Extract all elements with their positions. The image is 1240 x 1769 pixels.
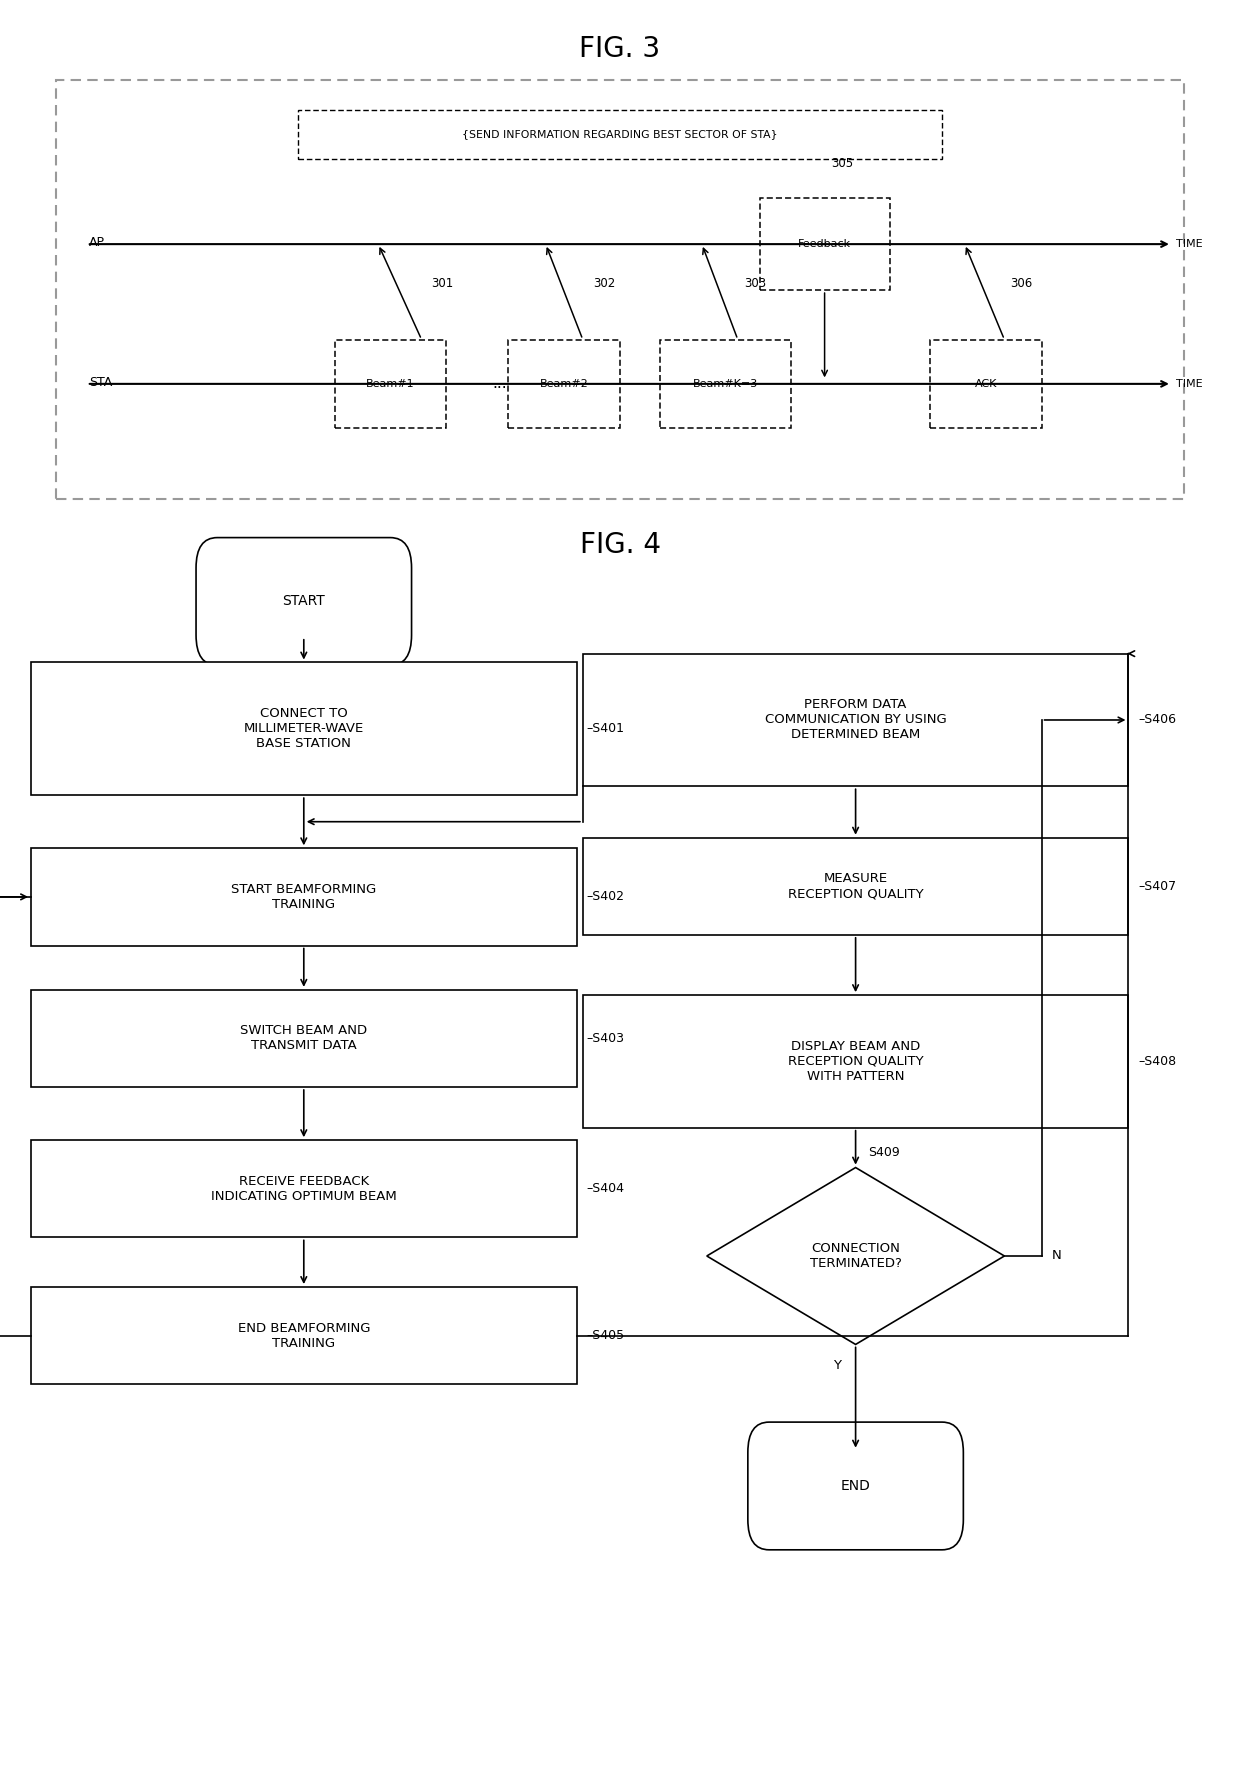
- Polygon shape: [707, 1168, 1004, 1344]
- Bar: [298, 110, 942, 159]
- Text: Feedback: Feedback: [799, 239, 851, 249]
- Bar: [31, 1286, 577, 1383]
- Bar: [583, 994, 1128, 1129]
- Text: ...: ...: [492, 377, 507, 391]
- Text: Y: Y: [833, 1359, 841, 1371]
- Text: –S408: –S408: [1138, 1054, 1177, 1068]
- Text: SWITCH BEAM AND
TRANSMIT DATA: SWITCH BEAM AND TRANSMIT DATA: [241, 1024, 367, 1053]
- FancyBboxPatch shape: [196, 538, 412, 665]
- Text: –S407: –S407: [1138, 879, 1177, 893]
- Text: N: N: [1052, 1249, 1061, 1263]
- Bar: [583, 655, 1128, 785]
- Text: Beam#K=3: Beam#K=3: [693, 379, 758, 389]
- Bar: [31, 1141, 577, 1238]
- Bar: [31, 991, 577, 1086]
- Text: 306: 306: [1011, 278, 1033, 290]
- Bar: [660, 340, 791, 428]
- Text: START BEAMFORMING
TRAINING: START BEAMFORMING TRAINING: [231, 883, 377, 911]
- Text: –S406: –S406: [1138, 713, 1177, 727]
- Text: AP: AP: [89, 235, 105, 249]
- Text: Beam#2: Beam#2: [539, 379, 589, 389]
- Text: –S404: –S404: [587, 1182, 625, 1196]
- Bar: [508, 340, 620, 428]
- Text: FIG. 4: FIG. 4: [579, 531, 661, 559]
- Text: DISPLAY BEAM AND
RECEPTION QUALITY
WITH PATTERN: DISPLAY BEAM AND RECEPTION QUALITY WITH …: [787, 1040, 924, 1083]
- Text: CONNECT TO
MILLIMETER-WAVE
BASE STATION: CONNECT TO MILLIMETER-WAVE BASE STATION: [244, 708, 363, 750]
- Text: 303: 303: [744, 278, 766, 290]
- Text: START: START: [283, 594, 325, 609]
- Text: END: END: [841, 1479, 870, 1493]
- Text: TIME: TIME: [1176, 379, 1202, 389]
- Text: 305: 305: [831, 157, 853, 170]
- Text: 301: 301: [432, 278, 454, 290]
- Bar: [583, 839, 1128, 934]
- Text: {SEND INFORMATION REGARDING BEST SECTOR OF STA}: {SEND INFORMATION REGARDING BEST SECTOR …: [463, 129, 777, 140]
- Text: Beam#1: Beam#1: [366, 379, 415, 389]
- Bar: [759, 198, 890, 290]
- Text: –S401: –S401: [587, 722, 625, 736]
- Text: MEASURE
RECEPTION QUALITY: MEASURE RECEPTION QUALITY: [787, 872, 924, 900]
- Text: TIME: TIME: [1176, 239, 1202, 249]
- Bar: [31, 849, 577, 945]
- Bar: [31, 662, 577, 794]
- Text: 302: 302: [593, 278, 615, 290]
- Text: ACK: ACK: [975, 379, 997, 389]
- Text: –S402: –S402: [587, 890, 625, 904]
- Text: END BEAMFORMING
TRAINING: END BEAMFORMING TRAINING: [238, 1321, 370, 1350]
- Bar: [930, 340, 1042, 428]
- Text: PERFORM DATA
COMMUNICATION BY USING
DETERMINED BEAM: PERFORM DATA COMMUNICATION BY USING DETE…: [765, 699, 946, 741]
- Bar: [335, 340, 446, 428]
- Text: STA: STA: [89, 375, 113, 389]
- Text: FIG. 3: FIG. 3: [579, 35, 661, 64]
- Text: –S405: –S405: [587, 1329, 625, 1343]
- Text: RECEIVE FEEDBACK
INDICATING OPTIMUM BEAM: RECEIVE FEEDBACK INDICATING OPTIMUM BEAM: [211, 1175, 397, 1203]
- Text: –S403: –S403: [587, 1031, 625, 1045]
- FancyBboxPatch shape: [748, 1422, 963, 1550]
- Text: CONNECTION
TERMINATED?: CONNECTION TERMINATED?: [810, 1242, 901, 1270]
- Text: S409: S409: [868, 1146, 900, 1159]
